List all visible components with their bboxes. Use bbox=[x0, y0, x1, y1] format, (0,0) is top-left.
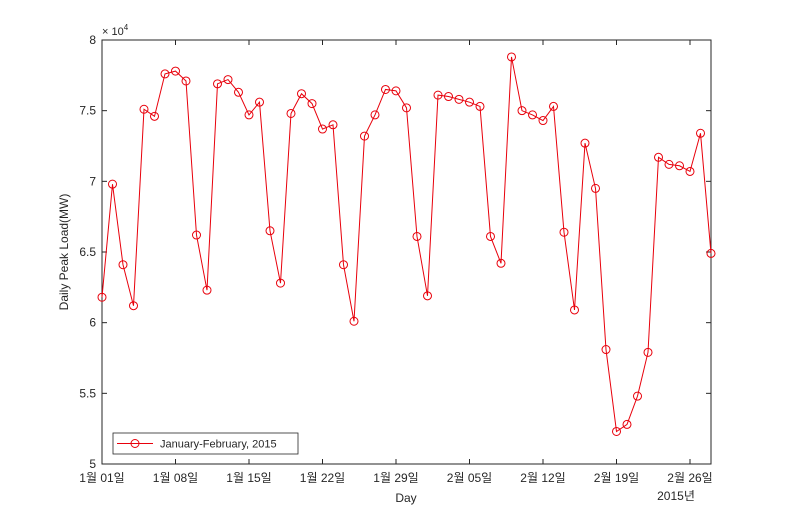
y-tick-label: 7 bbox=[89, 174, 96, 188]
data-point bbox=[412, 231, 422, 241]
x-tick-label: 2월 12일 bbox=[520, 471, 565, 485]
series-line bbox=[101, 56, 712, 433]
data-point bbox=[402, 103, 411, 113]
y-tick-label: 7.5 bbox=[79, 104, 96, 118]
data-point bbox=[423, 291, 432, 301]
y-exponent-label: × 104 bbox=[102, 23, 129, 38]
data-point bbox=[580, 138, 590, 148]
data-point bbox=[223, 75, 233, 85]
legend-label: January-February, 2015 bbox=[160, 439, 277, 451]
data-point bbox=[675, 161, 684, 171]
data-point bbox=[370, 110, 380, 120]
data-point bbox=[97, 292, 107, 302]
data-point bbox=[108, 179, 117, 189]
data-point bbox=[265, 226, 275, 236]
data-point bbox=[643, 347, 653, 357]
data-point bbox=[685, 166, 695, 176]
data-point bbox=[328, 120, 338, 130]
x-axis: 1월 01일 1월 08일 1월 15일 1월 22일 1월 29일 2월 05일 2월 1… bbox=[79, 40, 713, 485]
legend-marker bbox=[130, 439, 140, 448]
data-point bbox=[517, 106, 527, 116]
x-tick-label: 1월 22일 bbox=[300, 471, 345, 485]
y-axis-label: Daily Peak Load(MW) bbox=[57, 194, 71, 311]
data-point bbox=[160, 69, 170, 79]
data-point bbox=[496, 258, 506, 268]
data-point bbox=[276, 278, 285, 288]
data-point bbox=[612, 426, 621, 436]
data-point bbox=[391, 86, 401, 96]
series-layer bbox=[97, 52, 716, 436]
data-point bbox=[192, 230, 201, 240]
x-tick-label: 1월 29일 bbox=[373, 471, 418, 485]
x-year-label: 2015년 bbox=[657, 489, 695, 503]
data-point bbox=[633, 391, 642, 401]
data-point bbox=[433, 90, 443, 100]
data-point bbox=[549, 101, 558, 111]
data-point bbox=[528, 110, 537, 120]
data-point bbox=[538, 116, 548, 126]
data-point bbox=[339, 260, 348, 270]
data-point bbox=[591, 183, 600, 193]
y-axis: 5 5.5 6 6.5 7 7.5 8 bbox=[79, 33, 711, 471]
data-point bbox=[139, 104, 149, 114]
data-point bbox=[244, 110, 254, 120]
data-point bbox=[706, 248, 716, 258]
data-point bbox=[255, 97, 264, 107]
y-tick-label: 6.5 bbox=[79, 245, 96, 259]
legend: January-February, 2015 bbox=[112, 432, 299, 455]
data-point bbox=[181, 76, 191, 86]
y-tick-label: 6 bbox=[89, 316, 96, 330]
data-point bbox=[696, 128, 705, 138]
data-point bbox=[234, 87, 243, 97]
data-point bbox=[465, 97, 474, 107]
data-point bbox=[118, 260, 128, 270]
data-point bbox=[171, 66, 180, 76]
data-point bbox=[570, 305, 579, 315]
data-point bbox=[601, 345, 611, 355]
data-point bbox=[444, 92, 453, 102]
x-tick-label: 1월 01일 bbox=[79, 471, 124, 485]
x-tick-label: 1월 08일 bbox=[153, 471, 198, 485]
y-tick-label: 8 bbox=[89, 33, 96, 47]
y-tick-label: 5 bbox=[89, 457, 96, 471]
data-point bbox=[286, 108, 296, 118]
x-axis-label: Day bbox=[395, 491, 416, 505]
y-tick-label: 5.5 bbox=[79, 386, 96, 400]
x-tick-label: 2월 19일 bbox=[594, 471, 639, 485]
data-point bbox=[559, 227, 569, 237]
x-tick-label: 2월 05일 bbox=[447, 471, 492, 485]
data-point bbox=[475, 101, 485, 111]
data-point bbox=[486, 231, 495, 241]
data-point bbox=[150, 111, 159, 121]
x-tick-label: 2월 26일 bbox=[667, 471, 712, 485]
data-point bbox=[360, 131, 369, 141]
data-point bbox=[297, 89, 306, 99]
data-point bbox=[202, 285, 212, 295]
data-point bbox=[129, 301, 138, 311]
data-point bbox=[454, 94, 464, 104]
data-point bbox=[349, 316, 359, 326]
data-point bbox=[622, 419, 632, 429]
data-point bbox=[381, 84, 390, 94]
legend-box bbox=[112, 432, 299, 455]
data-point bbox=[507, 52, 516, 62]
data-point bbox=[654, 152, 663, 162]
data-point bbox=[318, 124, 327, 134]
data-point bbox=[307, 99, 317, 109]
data-point bbox=[213, 79, 222, 89]
x-tick-label: 1월 15일 bbox=[226, 471, 271, 485]
data-point bbox=[664, 159, 674, 169]
